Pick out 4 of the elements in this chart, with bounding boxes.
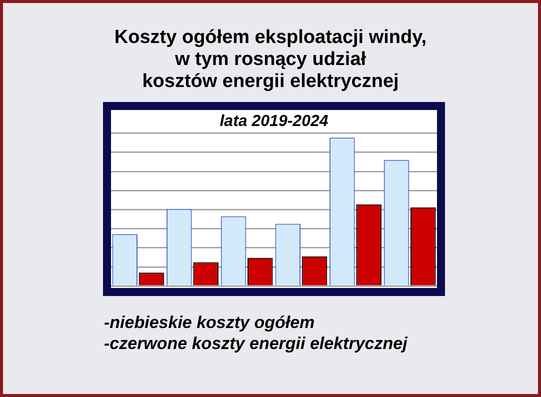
text: -czerwone koszty energii elektrycznej xyxy=(104,333,408,354)
chart-title: Koszty ogółem eksploatacji windy, w tym rosnący udział kosztów energii elektrycznej xyxy=(113,27,428,93)
text: -niebieskie koszty ogółem xyxy=(104,312,316,333)
chart-subtitle: lata 2019-2024 xyxy=(220,113,328,130)
